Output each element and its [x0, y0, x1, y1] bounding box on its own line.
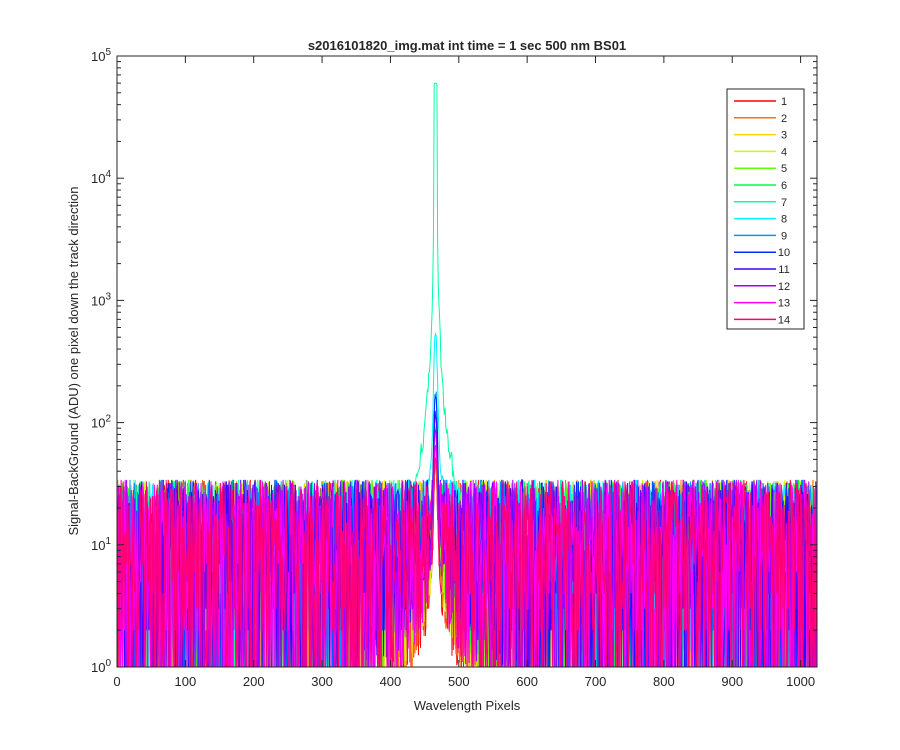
- legend-label-12: 12: [778, 281, 790, 293]
- x-tick-label: 600: [516, 674, 538, 689]
- chart-title: s2016101820_img.mat int time = 1 sec 500…: [308, 38, 626, 53]
- legend-label-1: 1: [781, 96, 787, 108]
- x-tick-label: 100: [175, 674, 197, 689]
- x-tick-label: 900: [721, 674, 743, 689]
- series-14-line: [117, 457, 817, 667]
- x-axis-label: Wavelength Pixels: [414, 698, 521, 713]
- x-tick-label: 300: [311, 674, 333, 689]
- y-tick-label: 104: [91, 169, 111, 186]
- x-tick-label: 800: [653, 674, 675, 689]
- y-tick-label: 103: [91, 291, 111, 308]
- legend-label-8: 8: [781, 214, 787, 226]
- legend-label-5: 5: [781, 163, 787, 175]
- x-tick-label: 200: [243, 674, 265, 689]
- y-tick-label: 101: [91, 536, 111, 553]
- legend-label-7: 7: [781, 197, 787, 209]
- x-tick-label: 1000: [786, 674, 815, 689]
- y-axis-label: Signal-BackGround (ADU) one pixel down t…: [66, 186, 81, 535]
- legend-label-10: 10: [778, 247, 790, 259]
- legend-label-13: 13: [778, 298, 790, 310]
- legend-label-9: 9: [781, 230, 787, 242]
- legend-box: [726, 88, 805, 330]
- legend-label-11: 11: [778, 264, 789, 276]
- ticks-layer: 0 100 200 300 400 500 600 700 800 900 100010010110…: [91, 47, 817, 689]
- legend-label-14: 14: [778, 314, 790, 326]
- axes-box: [116, 55, 818, 668]
- x-tick-label: 700: [585, 674, 607, 689]
- x-tick-label: 0: [113, 674, 120, 689]
- legend-label-4: 4: [781, 146, 787, 158]
- x-tick-label: 500: [448, 674, 470, 689]
- y-tick-label: 100: [91, 658, 111, 675]
- legend-label-2: 2: [781, 113, 787, 125]
- series-layer: [117, 82, 817, 667]
- legend-label-6: 6: [781, 180, 787, 192]
- y-tick-label: 102: [91, 414, 111, 431]
- y-tick-label: 105: [91, 47, 111, 64]
- legend-label-3: 3: [781, 130, 787, 142]
- x-tick-label: 400: [380, 674, 402, 689]
